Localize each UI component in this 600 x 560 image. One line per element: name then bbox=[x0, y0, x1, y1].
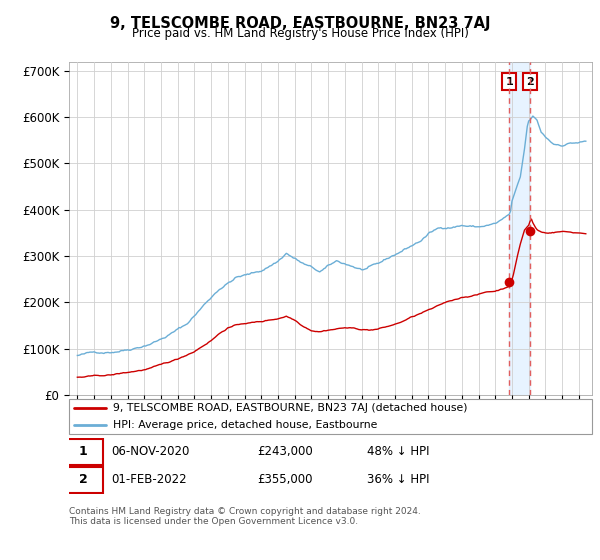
Text: £355,000: £355,000 bbox=[257, 473, 313, 487]
Text: 2: 2 bbox=[526, 77, 534, 87]
Text: 06-NOV-2020: 06-NOV-2020 bbox=[111, 445, 189, 459]
Text: 9, TELSCOMBE ROAD, EASTBOURNE, BN23 7AJ: 9, TELSCOMBE ROAD, EASTBOURNE, BN23 7AJ bbox=[110, 16, 490, 31]
FancyBboxPatch shape bbox=[64, 439, 103, 465]
Text: 01-FEB-2022: 01-FEB-2022 bbox=[111, 473, 187, 487]
FancyBboxPatch shape bbox=[69, 399, 592, 434]
Text: 48% ↓ HPI: 48% ↓ HPI bbox=[367, 445, 430, 459]
Text: HPI: Average price, detached house, Eastbourne: HPI: Average price, detached house, East… bbox=[113, 421, 378, 430]
Text: 9, TELSCOMBE ROAD, EASTBOURNE, BN23 7AJ (detached house): 9, TELSCOMBE ROAD, EASTBOURNE, BN23 7AJ … bbox=[113, 403, 468, 413]
Text: 1: 1 bbox=[79, 445, 88, 459]
Text: £243,000: £243,000 bbox=[257, 445, 313, 459]
Text: Price paid vs. HM Land Registry's House Price Index (HPI): Price paid vs. HM Land Registry's House … bbox=[131, 27, 469, 40]
Text: 1: 1 bbox=[505, 77, 513, 87]
FancyBboxPatch shape bbox=[64, 467, 103, 493]
Text: 36% ↓ HPI: 36% ↓ HPI bbox=[367, 473, 430, 487]
Text: Contains HM Land Registry data © Crown copyright and database right 2024.
This d: Contains HM Land Registry data © Crown c… bbox=[69, 507, 421, 526]
Text: 2: 2 bbox=[79, 473, 88, 487]
Bar bbox=[509, 62, 530, 395]
